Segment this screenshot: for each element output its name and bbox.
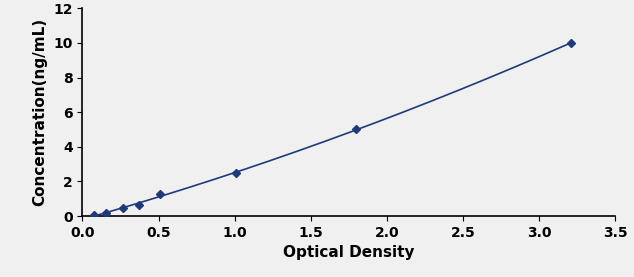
X-axis label: Optical Density: Optical Density xyxy=(283,245,415,260)
Y-axis label: Concentration(ng/mL): Concentration(ng/mL) xyxy=(32,18,48,206)
